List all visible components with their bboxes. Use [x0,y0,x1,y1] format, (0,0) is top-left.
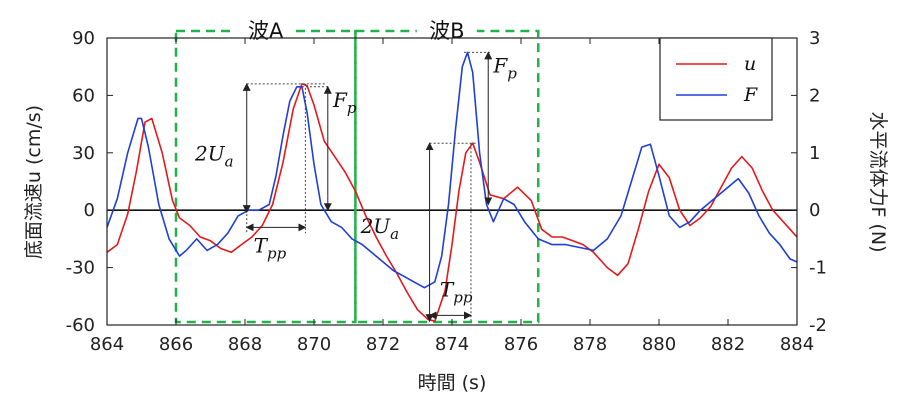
x-tick-label: 874 [435,334,469,355]
x-tick-label: 880 [642,334,676,355]
wave-label-bg [235,14,296,44]
wave-label-b: 波B [429,19,464,43]
y-left-tick-label: 90 [72,28,95,49]
x-tick-label: 864 [90,334,124,355]
legend-label-u: u [744,53,756,75]
x-tick-label: 872 [366,334,400,355]
y-right-tick-label: -2 [809,315,827,336]
wave-label-a: 波A [248,19,284,43]
wave-a-fp-label: Fp [332,88,357,117]
y-axis-right-title: 水平流体力F (N) [867,111,889,252]
x-tick-label: 884 [780,334,814,355]
wave-a-tpp-label: Tpp [254,233,287,262]
series-line-f [106,51,798,289]
y-left-tick-label: 0 [84,200,95,221]
legend: u F [659,37,773,121]
y-right-tick-label: 1 [809,143,820,164]
x-axis-title: 時間 (s) [418,372,487,394]
series-line-u [106,83,798,323]
wave-a-2ua-label: 2Ua [194,141,234,170]
x-tick-label: 876 [504,334,538,355]
y-left-tick-label: 60 [72,85,95,106]
wave-label-bg [416,14,477,44]
legend-box [659,37,773,121]
x-tick-label: 868 [228,334,262,355]
wave-box-a [174,29,357,324]
x-tick-label: 878 [573,334,607,355]
x-tick-label: 882 [711,334,745,355]
x-tick-label: 870 [297,334,331,355]
y-left-tick-label: 30 [72,143,95,164]
y-left-tick-label: -60 [66,315,95,336]
legend-label-f: F [743,84,758,106]
y-right-tick-label: 2 [809,85,820,106]
y-right-tick-label: 3 [809,28,820,49]
y-axis-left-title: 底面流速u (cm/s) [23,105,45,259]
y-right-tick-label: 0 [809,200,820,221]
y-right-tick-label: -1 [809,258,827,279]
y-left-tick-label: -30 [66,258,95,279]
wave-b-fp-label: Fp [492,53,517,82]
x-tick-label: 866 [159,334,193,355]
wave-b-tpp-label: Tpp [440,277,473,306]
wave-b-2ua-label: 2Ua [360,214,400,243]
